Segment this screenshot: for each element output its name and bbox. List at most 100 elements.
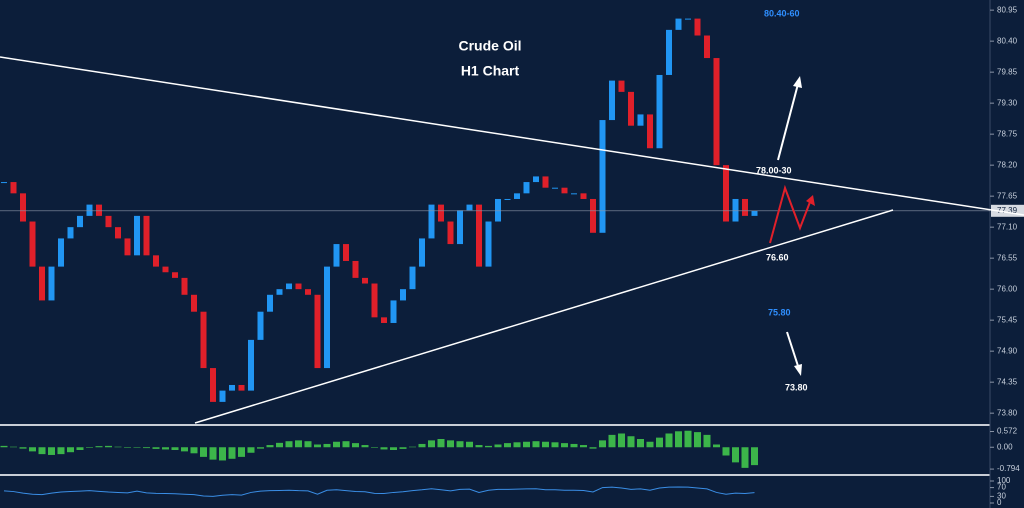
histogram-bar bbox=[580, 445, 587, 448]
candle bbox=[561, 187, 568, 194]
histogram-bar bbox=[523, 441, 530, 448]
y-tick-label: 0.572 bbox=[997, 427, 1018, 436]
histogram-bar bbox=[418, 443, 426, 448]
candle bbox=[514, 193, 520, 199]
histogram-bar bbox=[361, 445, 369, 448]
candle bbox=[10, 182, 17, 194]
candle bbox=[295, 283, 302, 290]
y-tick-label: 74.35 bbox=[997, 377, 1018, 386]
histogram-bar bbox=[86, 447, 93, 448]
annotation: 73.80 bbox=[785, 382, 808, 392]
candle bbox=[238, 384, 245, 391]
candle bbox=[590, 198, 596, 233]
candle bbox=[77, 215, 83, 228]
candle bbox=[609, 80, 615, 121]
histogram-bar bbox=[181, 447, 188, 452]
candle bbox=[390, 300, 397, 323]
candle bbox=[675, 18, 682, 30]
histogram-bar bbox=[713, 444, 720, 448]
histogram-bar bbox=[561, 443, 568, 448]
histogram-bar bbox=[29, 447, 36, 452]
histogram-bar bbox=[314, 444, 321, 448]
candle bbox=[732, 198, 739, 222]
histogram-bar bbox=[437, 439, 445, 448]
histogram-bar bbox=[399, 447, 407, 449]
histogram-bar bbox=[694, 432, 701, 448]
candle bbox=[20, 193, 26, 222]
y-tick-label: 78.20 bbox=[997, 160, 1018, 169]
histogram-bar bbox=[114, 446, 122, 448]
histogram-bar bbox=[10, 446, 17, 448]
candle bbox=[599, 120, 606, 233]
histogram-bar bbox=[637, 439, 644, 448]
candle bbox=[476, 204, 482, 267]
histogram-bar bbox=[143, 447, 150, 449]
y-tick-label: 77.10 bbox=[997, 222, 1018, 231]
annotation: 75.80 bbox=[768, 307, 791, 317]
candle bbox=[134, 215, 140, 256]
histogram-bar bbox=[732, 447, 739, 463]
y-tick-label: 70 bbox=[997, 483, 1006, 492]
trendline bbox=[194, 209, 894, 424]
annotation: 78.00-30 bbox=[756, 165, 792, 175]
histogram-bar bbox=[485, 445, 492, 448]
histogram-bar bbox=[741, 447, 749, 468]
arrow bbox=[777, 83, 799, 161]
candle bbox=[257, 311, 264, 340]
candle bbox=[172, 272, 178, 278]
candle bbox=[628, 91, 634, 126]
candle bbox=[666, 29, 672, 75]
candle bbox=[352, 260, 359, 278]
candle bbox=[191, 294, 197, 312]
candle bbox=[685, 18, 691, 20]
histogram-bar bbox=[200, 447, 207, 457]
candle bbox=[694, 18, 701, 36]
candle bbox=[495, 198, 501, 222]
candle bbox=[286, 283, 292, 290]
histogram-bar bbox=[95, 446, 103, 448]
candle bbox=[229, 384, 235, 391]
histogram-bar bbox=[162, 447, 169, 450]
histogram-bar bbox=[304, 441, 312, 448]
histogram-bar bbox=[390, 447, 397, 450]
histogram-bar bbox=[494, 444, 502, 448]
histogram-bar bbox=[513, 442, 521, 448]
candle bbox=[571, 193, 577, 195]
candle bbox=[447, 221, 454, 245]
annotation: 76.60 bbox=[766, 252, 789, 262]
histogram-bar bbox=[190, 447, 198, 454]
histogram-bar bbox=[551, 442, 559, 448]
histogram-bar bbox=[703, 434, 711, 448]
candle bbox=[248, 339, 254, 391]
candle bbox=[67, 227, 74, 239]
histogram-bar bbox=[105, 445, 112, 448]
y-tick-label: 0.00 bbox=[997, 442, 1013, 451]
histogram-bar bbox=[751, 447, 758, 466]
histogram-bar bbox=[57, 447, 65, 455]
y-tick-label: 79.30 bbox=[997, 98, 1018, 107]
arrow-head bbox=[793, 76, 802, 88]
histogram-bar bbox=[133, 447, 141, 448]
candle bbox=[400, 289, 406, 301]
candle bbox=[343, 244, 349, 261]
histogram-bar bbox=[76, 447, 84, 450]
candle bbox=[267, 294, 273, 312]
histogram-bar bbox=[675, 431, 682, 448]
y-tick-label: 76.55 bbox=[997, 253, 1018, 262]
candle bbox=[409, 266, 416, 290]
candle bbox=[457, 210, 463, 245]
candle bbox=[153, 255, 159, 267]
candle bbox=[276, 289, 283, 295]
histogram-bar bbox=[152, 447, 160, 449]
histogram-bar bbox=[219, 447, 226, 461]
histogram-bar bbox=[570, 443, 578, 448]
histogram-bar bbox=[209, 447, 217, 460]
candle bbox=[713, 58, 720, 166]
y-tick-label: -0.794 bbox=[997, 464, 1020, 473]
candle bbox=[438, 204, 444, 222]
histogram-bar bbox=[589, 447, 597, 449]
candle bbox=[200, 311, 207, 369]
chart-subtitle: H1 Chart bbox=[461, 63, 520, 79]
candle bbox=[618, 80, 625, 92]
